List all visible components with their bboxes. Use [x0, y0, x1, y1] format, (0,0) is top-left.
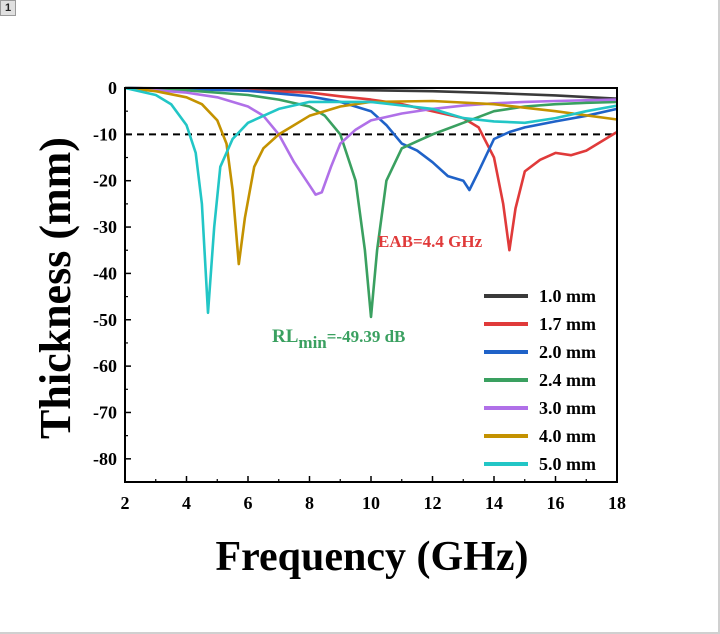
y-tick-label: -50	[93, 310, 117, 330]
y-tick-label: 0	[108, 78, 117, 98]
x-tick-label: 2	[121, 493, 130, 513]
rl-value: =-49.39 dB	[327, 327, 406, 346]
y-tick-label: -10	[93, 124, 117, 144]
y-tick-label: -30	[93, 217, 117, 237]
frame-bottom-border	[0, 632, 720, 634]
legend-label: 2.0 mm	[539, 342, 596, 362]
x-tick-label: 16	[547, 493, 565, 513]
series-lines	[124, 86, 618, 319]
series-line	[124, 86, 618, 192]
y-tick-label: -70	[93, 402, 117, 422]
legend-label: 2.4 mm	[539, 370, 596, 390]
x-tick-label: 18	[608, 493, 626, 513]
y-tick-label: -60	[93, 356, 117, 376]
series-line	[124, 86, 618, 252]
series-line	[124, 86, 618, 315]
plot-frame	[124, 87, 618, 483]
y-tick-label: -80	[93, 449, 117, 469]
series-line	[124, 86, 618, 319]
frame-right-border	[718, 0, 720, 634]
legend: 1.0 mm 1.7 mm 2.0 mm 2.4 mm 3.0 mm 4.0 mm 5.0 …	[484, 286, 596, 474]
rl-subscript: min	[298, 333, 327, 352]
rl-prefix: RL	[272, 326, 298, 347]
x-tick-label: 4	[182, 493, 191, 513]
legend-label: 4.0 mm	[539, 426, 596, 446]
series-line	[124, 86, 618, 266]
legend-label: 3.0 mm	[539, 398, 596, 418]
x-tick-label: 8	[305, 493, 314, 513]
x-axis-ticks: 2 4 6 8 10 12 14 16 18	[121, 476, 626, 513]
x-tick-label: 6	[244, 493, 253, 513]
x-tick-label: 10	[362, 493, 380, 513]
legend-label: 1.0 mm	[539, 286, 596, 306]
legend-label: 1.7 mm	[539, 314, 596, 334]
eab-annotation: EAB=4.4 GHz	[378, 232, 483, 251]
legend-label: 5.0 mm	[539, 454, 596, 474]
y-tick-label: -40	[93, 263, 117, 283]
x-tick-label: 14	[485, 493, 503, 513]
x-axis-label: Frequency (GHz)	[216, 534, 529, 580]
y-axis-ticks: 0 -10 -20 -30 -40 -50 -60 -70 -80	[93, 78, 131, 469]
page-number-badge: 1	[0, 0, 16, 16]
y-tick-label: -20	[93, 171, 117, 191]
rl-min-annotation: RLmin=-49.39 dB	[272, 326, 405, 352]
y-axis-label: Thickness (mm)	[31, 137, 80, 439]
x-tick-label: 12	[424, 493, 442, 513]
